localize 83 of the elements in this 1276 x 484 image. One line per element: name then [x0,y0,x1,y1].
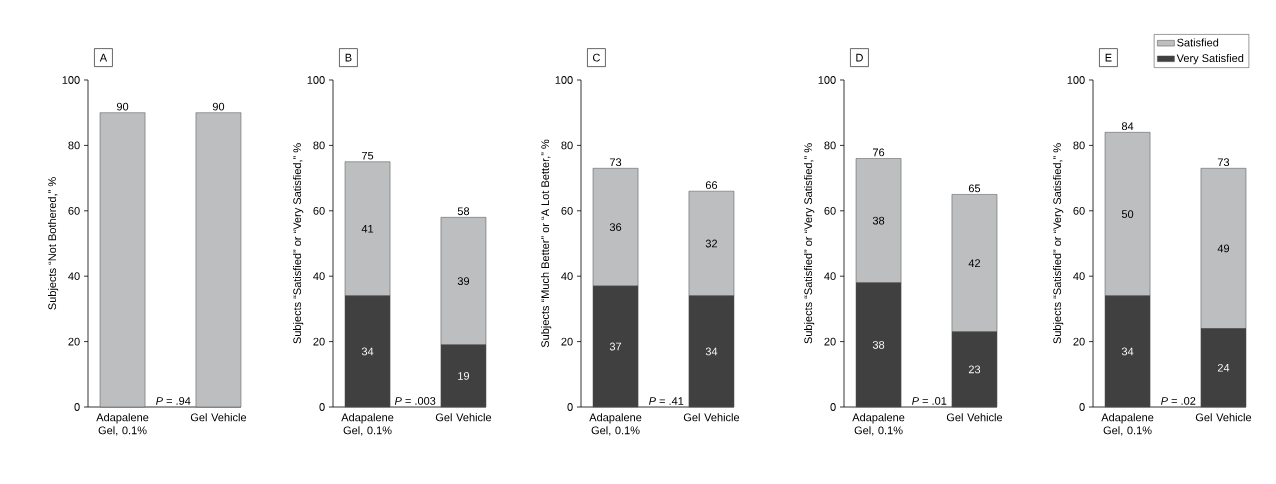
data-label: 36 [609,223,622,232]
y-tick-label: 80 [313,141,325,150]
y-axis-title: Subjects “Satisfied” or “Very Satisfied,” % [293,143,304,344]
total-label: 73 [1217,158,1230,167]
data-label: 34 [1121,347,1134,356]
y-tick-label: 60 [1073,206,1085,215]
x-tick-label: Gel Vehicle [435,413,492,422]
total-label: 76 [872,148,885,157]
legend-label: Very Satisfied [1176,54,1244,65]
chart-title: E [1105,53,1112,62]
data-label: 34 [705,347,718,356]
y-axis-title: Subjects “Much Better” or “A Lot Better,” % [541,139,552,348]
total-label: 75 [361,151,374,160]
data-label: 34 [361,347,374,356]
y-tick-label: 80 [561,141,573,150]
y-tick-label: 40 [1073,272,1085,281]
data-label: 42 [968,259,981,267]
y-tick-label: 20 [824,337,836,346]
y-tick-label: 100 [62,76,80,84]
y-tick-label: 0 [74,403,80,411]
y-tick-label: 20 [68,337,80,346]
y-tick-label: 0 [830,403,836,411]
y-tick-label: 100 [555,76,573,84]
legend-label: Satisfied [1177,38,1219,47]
data-label: 41 [361,225,374,233]
data-label: 19 [458,372,470,380]
y-tick-label: 40 [68,272,80,281]
y-tick-label: 0 [1079,403,1085,411]
y-tick-label: 80 [68,141,80,150]
data-label: 32 [705,239,718,248]
x-tick-label: Adapalene Gel, 0.1% [852,413,905,436]
annotation: P = .94 [156,397,191,405]
y-tick-label: 60 [561,206,573,215]
y-tick-label: 40 [824,272,836,281]
y-tick-label: 80 [824,141,836,150]
y-tick-label: 60 [313,206,325,215]
y-axis-title: Subjects “Not Bothered,” % [48,177,59,310]
data-label: 38 [872,216,885,225]
y-axis-title: Subjects “Satisfied” or “Very Satisfied,” % [1053,143,1064,344]
data-label: 90 [116,102,129,111]
y-tick-label: 20 [313,337,325,346]
data-label: 37 [609,342,622,351]
y-tick-label: 60 [68,206,80,215]
y-tick-label: 100 [307,76,325,84]
x-tick-label: Gel Vehicle [946,413,1003,422]
chart-title: C [593,53,600,62]
data-label: 38 [872,340,885,349]
data-label: 39 [457,277,470,285]
x-tick-label: Gel Vehicle [683,413,740,422]
total-label: 65 [968,184,981,193]
data-label: 24 [1217,363,1230,372]
data-label: 23 [968,365,981,374]
x-tick-label: Adapalene Gel, 0.1% [589,413,642,436]
x-tick-label: Gel Vehicle [1195,413,1252,422]
chart-title: A [99,53,108,62]
data-label: 90 [212,102,225,111]
chart-title: B [345,53,352,62]
x-tick-label: Adapalene Gel, 0.1% [341,413,394,436]
total-label: 58 [457,207,470,216]
y-tick-label: 20 [561,337,573,346]
y-tick-label: 100 [1067,76,1085,84]
total-label: 84 [1121,122,1134,131]
y-tick-label: 0 [567,403,573,411]
annotation: P = .003 [394,397,436,405]
y-tick-label: 100 [818,76,836,84]
annotation: P = .01 [912,397,947,405]
y-tick-label: 0 [319,403,325,411]
y-tick-label: 60 [824,206,836,215]
y-tick-label: 80 [1073,141,1085,150]
x-tick-label: Gel Vehicle [190,413,247,422]
y-axis-title: Subjects “Satisfied” or “Very Satisfied,” % [804,143,815,344]
total-label: 73 [609,158,622,167]
data-label: 49 [1217,244,1230,253]
y-tick-label: 40 [313,272,325,281]
x-tick-label: Adapalene Gel, 0.1% [96,413,149,436]
chart-title: D [856,53,863,62]
y-tick-label: 40 [561,272,573,281]
total-label: 66 [705,181,718,189]
annotation: P = .41 [649,397,684,405]
x-tick-label: Adapalene Gel, 0.1% [1101,413,1154,436]
data-label: 50 [1121,210,1134,218]
annotation: P = .02 [1161,397,1196,405]
y-tick-label: 20 [1073,337,1085,346]
